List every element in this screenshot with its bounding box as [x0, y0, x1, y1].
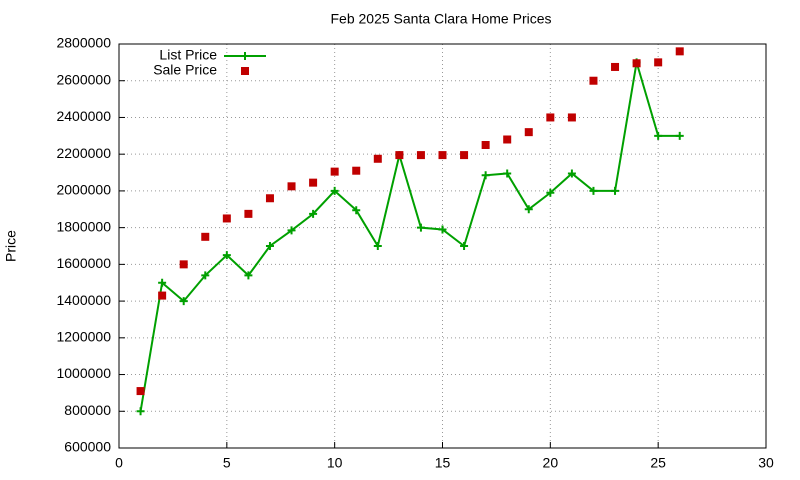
point [632, 59, 641, 68]
y-tick-label: 1200000 [56, 329, 111, 345]
point [416, 151, 425, 160]
point [265, 194, 274, 203]
point [373, 242, 382, 250]
point [675, 131, 684, 140]
point [352, 206, 361, 215]
point [309, 209, 318, 218]
point [589, 186, 598, 195]
point [567, 169, 576, 178]
y-tick-label: 2000000 [56, 182, 111, 198]
point [438, 225, 447, 234]
point [395, 151, 404, 160]
x-tick-label: 25 [650, 455, 666, 471]
point [675, 47, 684, 56]
y-tick-label: 1800000 [56, 218, 111, 234]
point [654, 131, 663, 140]
y-tick-label: 2400000 [56, 108, 111, 124]
point [158, 291, 167, 300]
y-tick-label: 600000 [64, 439, 111, 455]
point [524, 128, 533, 137]
y-tick-label: 800000 [64, 402, 111, 418]
point [546, 113, 555, 122]
legend-label: List Price [159, 47, 217, 63]
y-tick-label: 1600000 [56, 255, 111, 271]
point [546, 188, 555, 197]
point [158, 278, 167, 287]
y-tick-label: 2800000 [56, 35, 111, 51]
x-tick-label: 15 [435, 455, 451, 471]
point [179, 260, 188, 269]
x-tick-label: 0 [115, 455, 123, 471]
x-tick-label: 5 [223, 455, 231, 471]
point [330, 167, 339, 176]
point [503, 169, 512, 178]
x-tick-label: 30 [758, 455, 774, 471]
point [244, 271, 253, 280]
point [287, 182, 296, 191]
point [438, 151, 447, 160]
point [481, 171, 490, 180]
y-tick-label: 2200000 [56, 145, 111, 161]
y-tick-label: 1000000 [56, 365, 111, 381]
point [309, 178, 318, 187]
point [330, 186, 339, 195]
point [265, 242, 274, 250]
point [201, 232, 210, 241]
point [460, 242, 469, 250]
point [136, 407, 145, 416]
point [611, 186, 620, 195]
point [287, 226, 296, 235]
point [567, 113, 576, 122]
point [481, 141, 490, 149]
point [352, 166, 361, 175]
point [654, 58, 663, 67]
series-line [139, 62, 680, 412]
point [611, 62, 620, 71]
chart-title: Feb 2025 Santa Clara Home Prices [331, 11, 552, 27]
point [136, 387, 145, 396]
legend-label: Sale Price [153, 62, 217, 78]
point [416, 223, 425, 232]
point [244, 209, 253, 218]
point [589, 76, 598, 85]
x-tick-label: 10 [327, 455, 343, 471]
point [524, 205, 533, 214]
x-tick-label: 20 [543, 455, 559, 471]
point [460, 151, 469, 160]
legend-marker [241, 67, 249, 75]
y-axis-label: Price [3, 230, 19, 262]
point [222, 214, 231, 223]
legend-marker [241, 52, 249, 60]
point [201, 271, 210, 280]
point [373, 154, 382, 163]
y-tick-label: 2600000 [56, 71, 111, 87]
point [222, 251, 231, 260]
plot-frame [118, 43, 767, 449]
point [179, 297, 188, 306]
y-tick-label: 1400000 [56, 292, 111, 308]
point [503, 135, 512, 144]
